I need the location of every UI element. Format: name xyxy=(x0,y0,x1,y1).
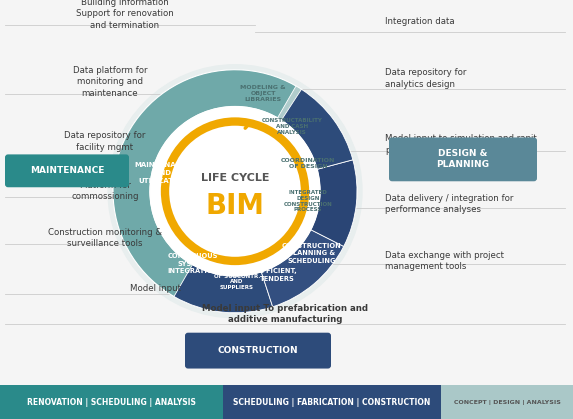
Text: MAINTENANCE: MAINTENANCE xyxy=(30,166,104,175)
Text: MODELING &
OBJECT
LIBRARIES: MODELING & OBJECT LIBRARIES xyxy=(240,85,286,102)
Wedge shape xyxy=(314,199,356,237)
Wedge shape xyxy=(174,264,273,313)
Wedge shape xyxy=(311,160,357,246)
Text: COORDINATION
OF DESIGN: COORDINATION OF DESIGN xyxy=(281,158,335,169)
Text: EFFICIENT,
TENDERS: EFFICIENT, TENDERS xyxy=(257,268,297,282)
Text: INTEGRATED
DESIGN
CONSTRUCTION
PROCESS: INTEGRATED DESIGN CONSTRUCTION PROCESS xyxy=(284,190,332,212)
FancyBboxPatch shape xyxy=(389,137,537,181)
Wedge shape xyxy=(281,89,353,169)
Text: Building Information
Support for renovation
and termination: Building Information Support for renovat… xyxy=(76,0,174,30)
Text: Model input: Model input xyxy=(129,285,180,293)
Bar xyxy=(223,385,441,419)
Text: RENOVATION | SCHEDULING | ANALYSIS: RENOVATION | SCHEDULING | ANALYSIS xyxy=(27,398,196,407)
Circle shape xyxy=(150,106,320,276)
Text: BIM: BIM xyxy=(206,192,265,220)
Text: Data repository for
facility mgmt: Data repository for facility mgmt xyxy=(64,131,146,152)
Text: Data platform for
monitoring and
maintenance: Data platform for monitoring and mainten… xyxy=(73,66,147,98)
Text: LIFE CYCLE: LIFE CYCLE xyxy=(201,173,269,183)
Circle shape xyxy=(108,65,362,318)
Text: DESIGN &
PLANNING: DESIGN & PLANNING xyxy=(437,149,489,169)
Text: Integration data: Integration data xyxy=(385,18,454,26)
Wedge shape xyxy=(254,250,323,310)
Wedge shape xyxy=(277,86,357,202)
Text: SCHEDULING | FABRICATION | CONSTRUCTION: SCHEDULING | FABRICATION | CONSTRUCTION xyxy=(233,398,431,407)
FancyBboxPatch shape xyxy=(185,333,331,369)
Text: Construction monitoring &
surveillance tools: Construction monitoring & surveillance t… xyxy=(48,228,162,248)
Wedge shape xyxy=(113,70,301,313)
Text: CONCEPT | DESIGN | ANALYSIS: CONCEPT | DESIGN | ANALYSIS xyxy=(454,400,560,405)
Text: Data delivery / integration for
performance analyses: Data delivery / integration for performa… xyxy=(385,194,513,215)
Text: Data repository for
analytics design: Data repository for analytics design xyxy=(385,68,466,89)
Bar xyxy=(0,385,223,419)
Text: Data exchange with project
management tools: Data exchange with project management to… xyxy=(385,251,504,271)
Text: CONSTRUCTABILITY
AND CASH
ANALYSIS: CONSTRUCTABILITY AND CASH ANALYSIS xyxy=(261,118,323,135)
Bar xyxy=(441,385,573,419)
Text: COORDINATION
OF SUBCONTR.
AND
SUPPLIERS: COORDINATION OF SUBCONTR. AND SUPPLIERS xyxy=(213,268,261,290)
Text: CONTINUOUS
SYSTEM
INTEGRATION: CONTINUOUS SYSTEM INTEGRATION xyxy=(167,253,219,274)
Text: CONSTRUCTION: CONSTRUCTION xyxy=(218,346,299,355)
Wedge shape xyxy=(261,230,344,307)
Wedge shape xyxy=(296,223,348,276)
Text: Platform for
commossioning: Platform for commossioning xyxy=(71,181,139,202)
FancyBboxPatch shape xyxy=(5,154,129,187)
Text: Model input To prefabrication and
additive manufacturing: Model input To prefabrication and additi… xyxy=(202,303,368,324)
Text: CONSTRUCTION
PLANNING &
SCHEDULING: CONSTRUCTION PLANNING & SCHEDULING xyxy=(282,243,342,264)
Text: MAINTENANCE
AND
UTILIZATION: MAINTENANCE AND UTILIZATION xyxy=(134,162,192,184)
Text: Model input to simulation and rapit
prototyping: Model input to simulation and rapit prot… xyxy=(385,134,537,155)
